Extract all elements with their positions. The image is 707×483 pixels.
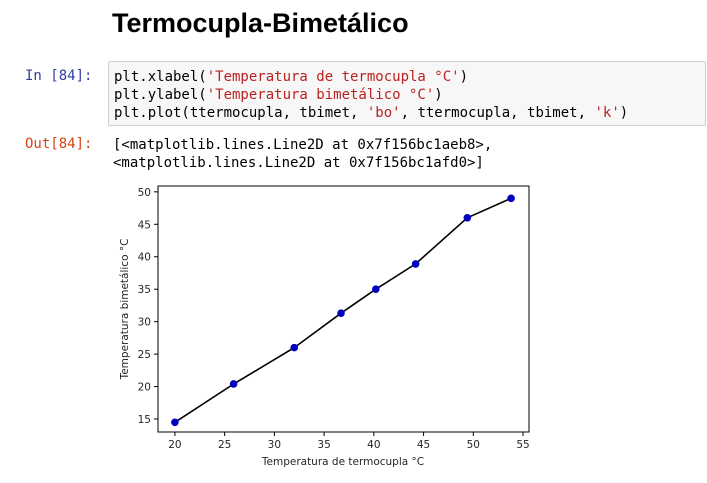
data-point	[171, 418, 179, 427]
x-axis-label: Temperatura de termocupla °C	[261, 456, 424, 468]
output-line: <matplotlib.lines.Line2D at 0x7f156bc1af…	[113, 155, 484, 171]
code-line-xlabel: plt.xlabel('Temperatura de termocupla °C…	[114, 68, 468, 86]
code-cell[interactable]: plt.xlabel('Temperatura de termocupla °C…	[108, 61, 706, 126]
x-tick-label: 20	[168, 439, 181, 451]
code-string: 'Temperatura bimetálico °C'	[206, 87, 435, 103]
data-point	[372, 285, 380, 294]
x-tick-label: 50	[467, 439, 480, 451]
data-point	[463, 214, 472, 222]
code-line-plot: plt.plot(ttermocupla, tbimet, 'bo', tter…	[114, 104, 628, 122]
x-tick-label: 30	[268, 439, 281, 451]
input-prompt: In [84]:	[25, 68, 93, 84]
data-point	[337, 309, 345, 318]
code-text: )	[459, 69, 469, 85]
code-string: 'k'	[594, 105, 620, 121]
y-tick-label: 15	[138, 414, 151, 426]
code-text: )	[434, 87, 443, 103]
code-text: )	[619, 105, 629, 121]
code-text: plt.xlabel(	[114, 69, 207, 85]
code-string: 'Temperatura de termocupla °C'	[206, 69, 460, 85]
y-tick-label: 20	[138, 382, 151, 394]
y-tick-label: 50	[138, 187, 151, 199]
y-tick-label: 40	[138, 252, 151, 264]
output-prompt: Out[84]:	[25, 136, 93, 152]
y-tick-label: 30	[138, 317, 151, 329]
x-tick-label: 45	[417, 439, 430, 451]
data-point	[290, 343, 299, 352]
y-axis-label: Temperatura bimetálico °C	[119, 239, 131, 381]
plot-area-frame	[157, 185, 530, 433]
code-text: , ttermocupla, tbimet,	[400, 105, 595, 121]
data-point	[507, 194, 515, 203]
code-line-ylabel: plt.ylabel('Temperatura bimetálico °C')	[114, 86, 443, 104]
data-point	[411, 260, 420, 268]
series-line	[174, 197, 512, 423]
x-tick-label: 25	[218, 439, 231, 451]
y-tick-label: 25	[138, 349, 151, 361]
output-line: [<matplotlib.lines.Line2D at 0x7f156bc1a…	[113, 137, 493, 153]
code-text: plt.plot(ttermocupla, tbimet,	[114, 105, 367, 121]
x-tick-label: 35	[317, 439, 330, 451]
x-tick-label: 55	[516, 439, 529, 451]
y-tick-label: 45	[138, 219, 151, 231]
x-tick-label: 40	[367, 439, 380, 451]
code-text: plt.ylabel(	[114, 87, 207, 103]
data-point	[229, 380, 238, 388]
code-string: 'bo'	[366, 105, 401, 121]
y-tick-label: 35	[138, 284, 151, 296]
notebook-heading: Termocupla-Bimetálico	[112, 8, 409, 38]
